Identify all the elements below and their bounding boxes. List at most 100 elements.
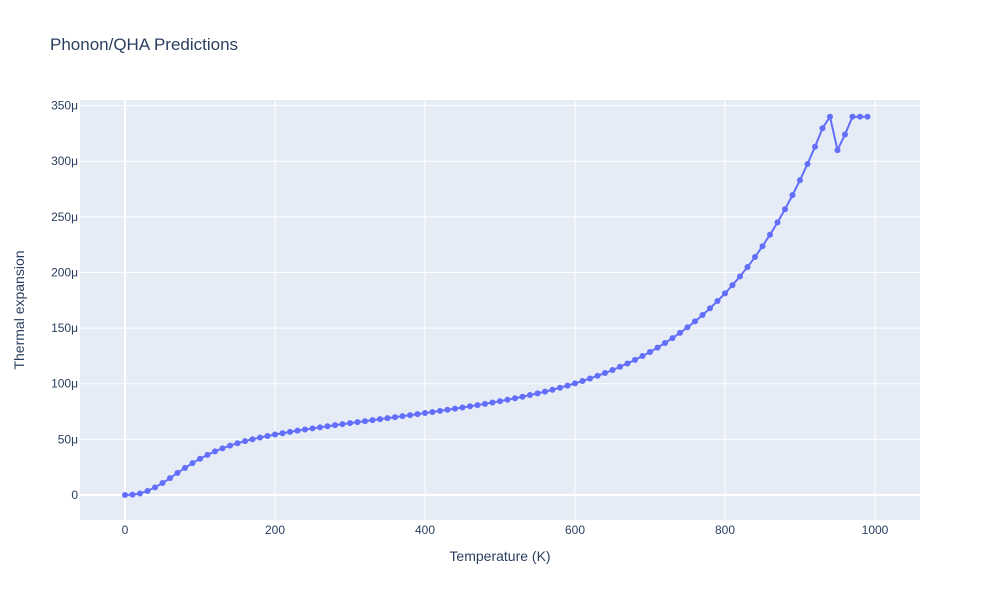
x-tick-label: 400 [415, 523, 435, 537]
data-point [684, 324, 691, 331]
data-point [594, 372, 601, 379]
data-point [654, 344, 661, 351]
data-point [587, 375, 593, 382]
data-point [737, 273, 743, 280]
data-point [504, 396, 511, 403]
data-point [864, 113, 871, 120]
data-point [242, 438, 248, 445]
data-point [317, 424, 323, 431]
data-point [444, 406, 451, 413]
data-point [167, 475, 173, 482]
data-point [497, 398, 503, 405]
data-point [827, 113, 833, 120]
x-tick-label: 200 [265, 523, 285, 537]
y-gridlines [80, 105, 920, 496]
y-tick-label: 300μ [51, 154, 78, 168]
data-point [362, 418, 368, 425]
data-point [662, 339, 668, 346]
data-point [144, 487, 151, 494]
data-point [722, 290, 728, 297]
data-point [474, 402, 481, 409]
data-point [617, 363, 623, 370]
data-point [624, 360, 631, 367]
data-point [669, 335, 676, 342]
data-point [204, 451, 211, 458]
data-point [842, 131, 848, 138]
x-axis-title: Temperature (K) [449, 548, 550, 564]
data-point [707, 305, 713, 312]
data-point [414, 411, 421, 418]
data-point [264, 433, 271, 439]
data-point [257, 434, 263, 441]
y-tick-label: 50μ [58, 432, 78, 446]
data-point [632, 356, 638, 363]
data-point [639, 353, 646, 360]
y-tick-label: 150μ [51, 321, 78, 335]
data-point [812, 143, 818, 150]
data-point [272, 431, 278, 438]
series-points [122, 113, 871, 498]
data-point [549, 386, 556, 393]
data-point [182, 464, 188, 471]
data-point [452, 405, 458, 412]
data-point [324, 423, 331, 430]
data-point [714, 298, 721, 305]
data-point [572, 380, 578, 387]
data-point [489, 399, 496, 406]
data-point [384, 415, 391, 422]
data-point [309, 425, 316, 432]
x-tick-label: 600 [565, 523, 585, 537]
data-point [564, 382, 571, 389]
x-gridlines [124, 100, 876, 520]
y-tick-label: 100μ [51, 377, 78, 391]
y-axis-title: Thermal expansion [11, 250, 27, 369]
chart-title: Phonon/QHA Predictions [50, 35, 238, 54]
data-point [467, 403, 473, 410]
data-point [692, 318, 698, 325]
data-point [744, 264, 751, 270]
data-point [782, 206, 788, 213]
data-point [377, 416, 383, 423]
y-tick-labels: 0 50μ 100μ 150μ 200μ 250μ 300μ 350μ [51, 99, 78, 502]
data-point [279, 430, 286, 437]
y-tick-label: 350μ [51, 99, 78, 113]
data-point [287, 428, 293, 435]
data-point [834, 147, 841, 154]
data-point [212, 448, 218, 455]
data-point [482, 400, 488, 407]
data-point [129, 491, 136, 498]
data-point [527, 392, 533, 399]
data-point [797, 177, 803, 184]
data-point [819, 125, 826, 132]
data-point [759, 243, 766, 250]
data-point [534, 390, 541, 397]
data-point [429, 408, 436, 415]
data-point [332, 422, 338, 429]
data-point [152, 484, 158, 491]
data-point [579, 378, 586, 385]
x-tick-labels: 0 200 400 600 800 1000 [122, 523, 889, 537]
data-point [197, 455, 203, 462]
data-point [399, 413, 406, 420]
data-point [369, 417, 376, 424]
data-point [459, 404, 466, 411]
data-point [422, 409, 428, 416]
data-point [189, 460, 196, 467]
data-point [159, 480, 166, 487]
y-tick-label: 250μ [51, 210, 78, 224]
data-point [602, 370, 608, 377]
x-tick-label: 800 [715, 523, 735, 537]
data-point [302, 426, 308, 433]
data-point [219, 445, 226, 452]
data-point [857, 113, 863, 120]
data-point [122, 491, 128, 498]
data-point [789, 192, 796, 199]
data-point [849, 113, 856, 120]
data-point [392, 414, 398, 421]
data-point [407, 412, 413, 419]
data-point [227, 442, 233, 449]
y-tick-label: 200μ [51, 265, 78, 279]
data-point [347, 420, 353, 427]
data-point [294, 427, 301, 434]
